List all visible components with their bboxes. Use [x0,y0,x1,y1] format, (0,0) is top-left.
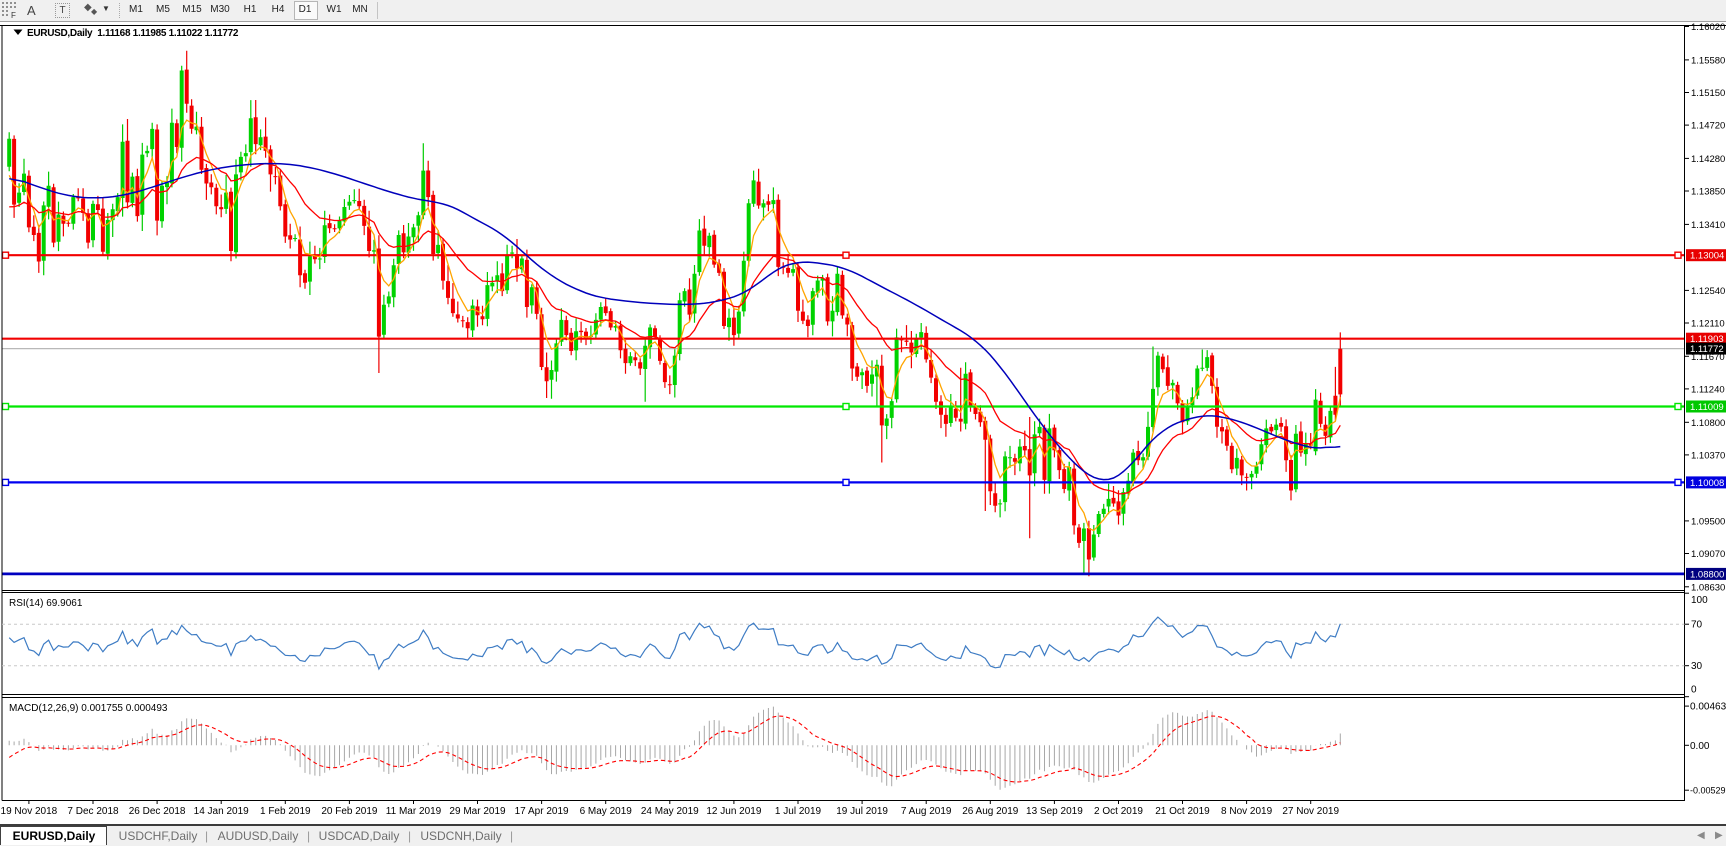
svg-text:1.11240: 1.11240 [1691,384,1725,395]
svg-text:1.09070: 1.09070 [1691,549,1725,560]
svg-text:1.10008: 1.10008 [1690,478,1724,489]
svg-text:0: 0 [1691,685,1697,696]
svg-text:1.15580: 1.15580 [1691,55,1725,66]
svg-text:1.13004: 1.13004 [1690,251,1724,262]
svg-text:1.14720: 1.14720 [1691,121,1725,132]
svg-text:1.13850: 1.13850 [1691,187,1725,198]
svg-text:24 May 2019: 24 May 2019 [641,806,699,817]
svg-text:1.11772: 1.11772 [1690,344,1724,355]
svg-text:1.11670: 1.11670 [1691,352,1725,363]
svg-text:0.00: 0.00 [1690,741,1710,752]
svg-text:26 Aug 2019: 26 Aug 2019 [962,806,1019,817]
svg-text:1.08630: 1.08630 [1691,582,1725,593]
svg-text:26 Dec 2018: 26 Dec 2018 [129,806,186,817]
svg-text:1.16020: 1.16020 [1691,22,1725,33]
svg-text:1.08800: 1.08800 [1690,569,1724,580]
svg-text:1.10370: 1.10370 [1691,450,1725,461]
svg-text:1.11009: 1.11009 [1690,402,1724,413]
svg-text:1.15150: 1.15150 [1691,88,1725,99]
svg-text:1.12540: 1.12540 [1691,286,1725,297]
svg-text:70: 70 [1691,620,1703,631]
svg-text:27 Nov 2019: 27 Nov 2019 [1282,806,1339,817]
svg-text:-0.005299: -0.005299 [1690,786,1726,796]
svg-text:19 Nov 2018: 19 Nov 2018 [1,806,58,817]
svg-text:1 Feb 2019: 1 Feb 2019 [260,806,311,817]
svg-text:29 Mar 2019: 29 Mar 2019 [449,806,506,817]
svg-text:11 Mar 2019: 11 Mar 2019 [386,806,442,817]
svg-text:1.11903: 1.11903 [1690,334,1724,345]
svg-text:EURUSD,Daily 1.11168 1.11985: EURUSD,Daily 1.11168 1.11985 1.11022 1.1… [27,28,239,39]
svg-text:1.09500: 1.09500 [1691,516,1725,527]
svg-text:1.12110: 1.12110 [1691,319,1725,330]
svg-text:RSI(14) 69.9061: RSI(14) 69.9061 [9,598,83,609]
svg-text:100: 100 [1691,595,1708,606]
svg-text:12 Jun 2019: 12 Jun 2019 [706,806,761,817]
svg-text:1.13410: 1.13410 [1691,220,1725,231]
svg-text:30: 30 [1691,661,1703,672]
svg-text:1.10800: 1.10800 [1691,418,1725,429]
svg-text:F: F [11,11,16,20]
svg-text:1 Jul 2019: 1 Jul 2019 [775,806,822,817]
svg-text:21 Oct 2019: 21 Oct 2019 [1155,806,1210,817]
svg-text:19 Jul 2019: 19 Jul 2019 [836,806,888,817]
svg-text:1.14280: 1.14280 [1691,154,1725,165]
svg-text:7 Aug 2019: 7 Aug 2019 [901,806,952,817]
svg-text:13 Sep 2019: 13 Sep 2019 [1026,806,1083,817]
svg-text:7 Dec 2018: 7 Dec 2018 [67,806,119,817]
svg-text:6 May 2019: 6 May 2019 [580,806,633,817]
svg-text:20 Feb 2019: 20 Feb 2019 [321,806,378,817]
svg-text:8 Nov 2019: 8 Nov 2019 [1221,806,1273,817]
svg-text:14 Jan 2019: 14 Jan 2019 [194,806,249,817]
svg-text:0.00463: 0.00463 [1690,702,1726,713]
svg-text:2 Oct 2019: 2 Oct 2019 [1094,806,1143,817]
svg-text:17 Apr 2019: 17 Apr 2019 [515,806,569,817]
svg-text:MACD(12,26,9) 0.001755 0.00049: MACD(12,26,9) 0.001755 0.000493 [9,703,168,714]
